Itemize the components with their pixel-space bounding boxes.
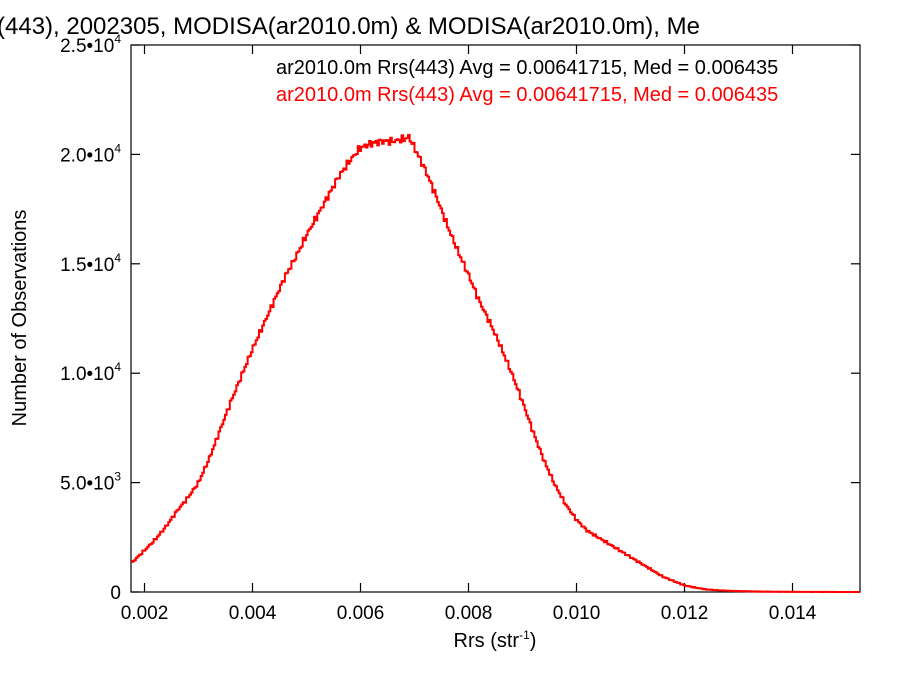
y-tick-label: 1.5•104 xyxy=(60,251,121,276)
y-tick-label: 1.0•104 xyxy=(60,360,121,385)
y-tick-label-mantissa: 2.0•10 xyxy=(60,145,114,166)
y-tick-label-exponent: 4 xyxy=(114,141,121,155)
y-tick-label: 2.0•104 xyxy=(60,141,121,166)
y-tick-label-exponent: 4 xyxy=(114,360,121,374)
x-tick-label: 0.004 xyxy=(229,603,277,624)
x-tick-label: 0.002 xyxy=(121,603,169,624)
y-tick-label-mantissa: 2.5•10 xyxy=(60,36,114,57)
y-tick-label-mantissa: 1.0•10 xyxy=(60,364,114,385)
y-tick-label-mantissa: 1.5•10 xyxy=(60,255,114,276)
chart-title: (443), 2002305, MODISA(ar2010.0m) & MODI… xyxy=(0,13,700,40)
y-tick-label: 5.0•103 xyxy=(60,470,121,495)
x-axis-label-main: Rrs (str xyxy=(454,630,520,652)
y-tick-label-exponent: 4 xyxy=(114,251,121,265)
y-tick-label-mantissa: 5.0•10 xyxy=(60,474,114,495)
x-tick-label: 0.010 xyxy=(553,603,601,624)
y-tick-label-exponent: 4 xyxy=(114,32,121,46)
x-axis-label: Rrs (str-1) xyxy=(454,628,537,652)
x-tick-label: 0.008 xyxy=(445,603,493,624)
y-tick-label-exponent: 3 xyxy=(114,470,121,484)
legend-entry-black: ar2010.0m Rrs(443) Avg = 0.00641715, Med… xyxy=(276,57,778,79)
x-tick-label: 0.014 xyxy=(769,603,817,624)
y-tick-label: 2.5•104 xyxy=(60,32,121,57)
y-axis-label: Number of Observations xyxy=(9,210,31,427)
x-axis: 0.002 0.004 0.006 0.008 0.010 0.012 0.014 xyxy=(121,45,817,624)
x-axis-label-suffix: ) xyxy=(530,630,537,652)
legend-entry-red: ar2010.0m Rrs(443) Avg = 0.00641715, Med… xyxy=(276,84,778,106)
histogram-series-line xyxy=(131,133,860,593)
y-tick-label: 0 xyxy=(110,583,121,604)
x-axis-label-superscript: -1 xyxy=(519,628,530,642)
x-tick-label: 0.006 xyxy=(337,603,385,624)
y-tick-label-mantissa: 0 xyxy=(110,583,121,604)
plot-frame xyxy=(130,44,861,593)
x-tick-label: 0.012 xyxy=(661,603,709,624)
